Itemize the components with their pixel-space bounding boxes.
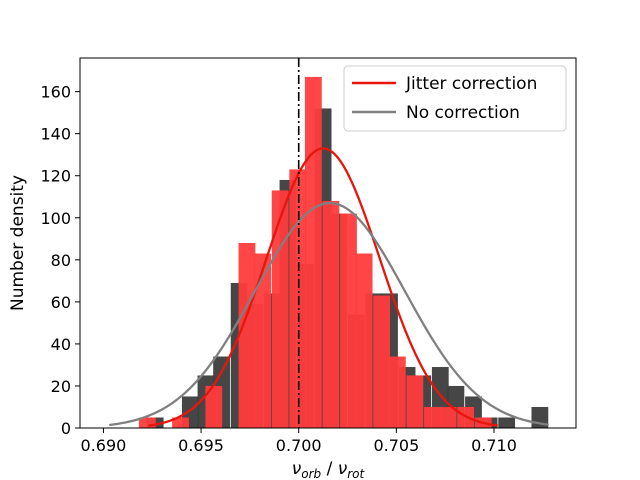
x-tick-label: 0.705 — [373, 436, 419, 455]
histogram-bars — [138, 76, 549, 428]
legend-box — [343, 65, 567, 132]
bar-jitter-13 — [406, 375, 424, 428]
y-tick-label: 160 — [40, 83, 71, 102]
y-tick-label: 120 — [40, 167, 71, 186]
bar-jitter-4 — [254, 253, 271, 428]
bar-jitter-9 — [340, 213, 357, 428]
x-axis-ticks: 0.690 0.695 0.700 0.705 0.710 — [81, 428, 517, 455]
x-tick-label: 0.700 — [276, 436, 322, 455]
y-tick-label: 20 — [51, 377, 71, 396]
y-axis-ticks: 0 20 40 60 80 100 120 140 160 — [40, 83, 80, 438]
fit-curve-no-correction — [109, 201, 549, 427]
y-tick-label: 140 — [40, 125, 71, 144]
bar-jitter-2 — [205, 385, 223, 428]
bar-jitter-10 — [355, 253, 373, 428]
bar-no-correction-20 — [498, 417, 516, 428]
x-tick-label: 0.690 — [81, 436, 127, 455]
bar-jitter-6 — [289, 169, 307, 428]
legend-label-jitter: Jitter correction — [405, 74, 537, 94]
x-tick-label: 0.695 — [178, 436, 224, 455]
bar-jitter-8 — [322, 200, 340, 428]
fit-curves — [109, 147, 549, 427]
bar-jitter-14 — [424, 406, 441, 428]
y-tick-label: 60 — [51, 293, 71, 312]
bar-jitter-3 — [238, 243, 256, 428]
y-tick-label: 80 — [51, 251, 71, 270]
bar-jitter-0 — [138, 417, 156, 428]
bar-jitter-11 — [373, 295, 391, 428]
bar-jitter-7 — [304, 76, 322, 428]
plot-frame — [79, 57, 577, 429]
x-axis-label: νorb / νrot — [292, 459, 366, 480]
fit-curve-jitter — [148, 147, 499, 427]
x-tick-label: 0.710 — [471, 436, 517, 455]
bar-jitter-5 — [271, 190, 289, 428]
y-tick-label: 100 — [40, 209, 71, 228]
y-tick-label: 40 — [51, 335, 71, 354]
legend-label-no-correction: No correction — [406, 103, 520, 123]
y-axis-label: Number density — [8, 175, 28, 311]
bar-jitter-12 — [388, 356, 406, 428]
bar-jitter-15 — [439, 406, 457, 428]
bar-jitter-1 — [172, 417, 189, 428]
y-tick-label: 0 — [61, 419, 71, 438]
legend: Jitter correction No correction — [343, 65, 567, 132]
